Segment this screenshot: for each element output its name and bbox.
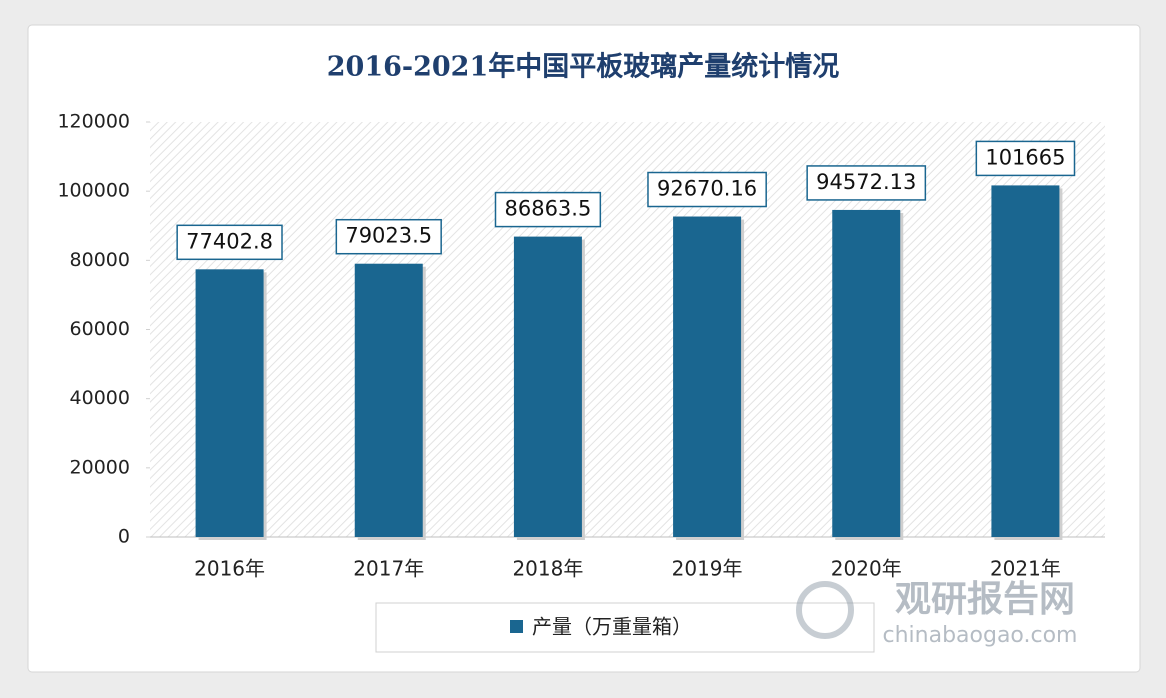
y-tick-label: 60000: [70, 318, 130, 340]
data-label: 101665: [985, 145, 1065, 169]
legend-swatch: [510, 620, 523, 633]
bar: [354, 263, 423, 537]
y-tick-label: 100000: [57, 180, 130, 202]
legend-box: [375, 602, 875, 653]
y-tick-label: 80000: [70, 249, 130, 271]
data-label-box: [647, 171, 767, 208]
data-label-box: [176, 224, 283, 261]
bar: [832, 209, 901, 537]
x-tick-label: 2021年: [990, 557, 1061, 581]
data-label: 77402.8: [186, 229, 273, 253]
data-label-box: [335, 218, 442, 255]
data-label: 86863.5: [504, 197, 591, 221]
y-tick-label: 20000: [70, 456, 130, 478]
y-tick-label: 120000: [57, 111, 130, 133]
watermark-url: chinabaogao.com: [883, 623, 1078, 648]
x-tick-label: 2019年: [672, 557, 743, 581]
data-label: 79023.5: [345, 224, 432, 248]
watermark-logo: [796, 581, 854, 639]
y-tick-label: 40000: [70, 387, 130, 409]
x-tick-label: 2016年: [194, 557, 265, 581]
data-label: 94572.13: [816, 170, 916, 194]
legend-label: 产量（万重量箱）: [532, 615, 692, 639]
plot-area: [150, 122, 1105, 537]
x-tick-label: 2018年: [512, 557, 583, 581]
x-tick-label: 2017年: [353, 557, 424, 581]
data-label-box: [806, 165, 927, 201]
bar: [195, 269, 264, 537]
bar: [991, 185, 1060, 537]
y-tick-label: 0: [118, 526, 130, 548]
x-tick-label: 2020年: [831, 557, 902, 581]
data-label: 92670.16: [657, 177, 757, 201]
bar: [513, 236, 582, 538]
data-label-box: [975, 140, 1076, 177]
watermark: 观研报告网 chinabaogao.com: [796, 579, 1078, 648]
chart-title: 2016-2021年中国平板玻璃产量统计情况: [327, 51, 840, 83]
data-label-box: [494, 191, 602, 228]
watermark-name: 观研报告网: [895, 579, 1075, 620]
bar: [673, 216, 742, 538]
